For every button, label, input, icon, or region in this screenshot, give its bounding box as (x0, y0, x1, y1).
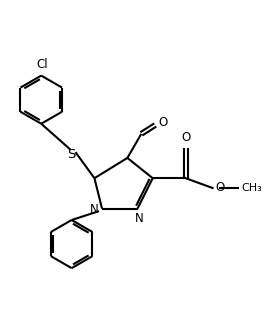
Text: Cl: Cl (37, 58, 48, 71)
Text: CH₃: CH₃ (241, 183, 262, 193)
Text: N: N (90, 203, 98, 216)
Text: O: O (181, 131, 190, 144)
Text: S: S (68, 148, 76, 161)
Text: N: N (135, 213, 143, 225)
Text: O: O (158, 116, 168, 129)
Text: O: O (215, 181, 225, 194)
